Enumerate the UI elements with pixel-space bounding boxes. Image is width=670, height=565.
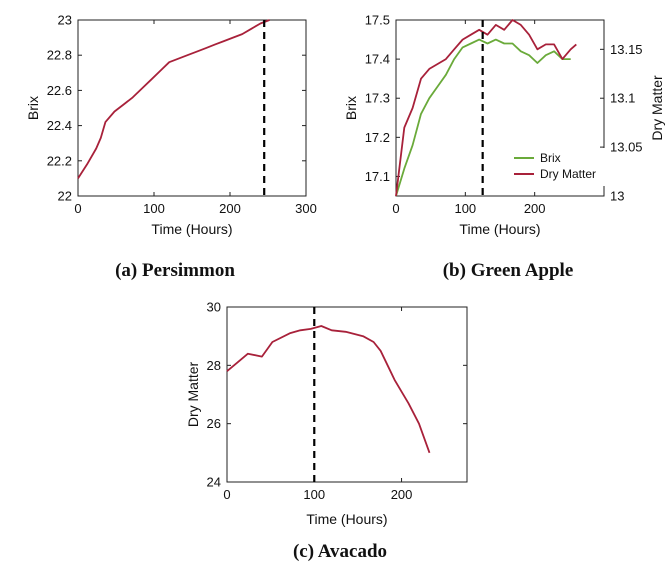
- x-tick-label: 200: [524, 201, 546, 216]
- chart-green-apple: 0 100 200 17.1 17.2 17.3 17.4 17.5 13 13.05 13.1 13…: [343, 13, 665, 282]
- x-tick-label: 0: [392, 201, 399, 216]
- y-tick-label: 22.2: [47, 153, 72, 168]
- y2-tick-label: 13: [610, 189, 624, 204]
- y-tick-label: 22.6: [47, 83, 72, 98]
- y-tick-label: 28: [207, 358, 221, 373]
- series-line: [226, 325, 431, 454]
- legend-label: Dry Matter: [540, 167, 596, 181]
- x-tick-label: 0: [223, 487, 230, 502]
- y-tick-label: 26: [207, 416, 221, 431]
- plot-frame: [77, 19, 307, 197]
- x-tick-label: 100: [143, 201, 165, 216]
- x-tick-label: 300: [295, 201, 317, 216]
- y2-axis-label: Dry Matter: [649, 75, 665, 141]
- y-axis-label: Brix: [343, 96, 359, 120]
- x-tick-label: 200: [391, 487, 413, 502]
- series-line-dry-matter: [395, 19, 577, 197]
- x-tick-label: 0: [74, 201, 81, 216]
- y-tick-label: 22.4: [47, 118, 72, 133]
- x-axis-label: Time (Hours): [459, 221, 540, 237]
- series-line: [77, 19, 270, 179]
- x-tick-label: 200: [219, 201, 241, 216]
- chart-caption: (c) Avacado: [293, 541, 387, 562]
- x-tick-label: 100: [303, 487, 325, 502]
- y-tick-label: 23: [58, 13, 72, 28]
- y-tick-label: 17.2: [365, 130, 390, 145]
- legend-label: Brix: [540, 151, 561, 165]
- series-line-brix: [395, 38, 571, 197]
- y-tick-label: 22.8: [47, 48, 72, 63]
- plot-frame: [395, 19, 605, 197]
- y-axis-label: Dry Matter: [185, 361, 201, 427]
- chart-caption: (b) Green Apple: [443, 260, 574, 281]
- chart-persimmon: 0 100 200 300 22 22.2 22.4 22.6 22.8 23 Time (Hour…: [25, 13, 317, 282]
- y-tick-label: 17.1: [365, 169, 390, 184]
- x-tick-label: 100: [454, 201, 476, 216]
- y-tick-label: 24: [207, 475, 221, 490]
- y-tick-label: 30: [207, 300, 221, 315]
- y2-tick-label: 13.05: [610, 140, 643, 155]
- y-tick-label: 17.5: [365, 13, 390, 28]
- y-axis-label: Brix: [25, 96, 41, 120]
- legend-box: [508, 148, 608, 186]
- chart-caption: (a) Persimmon: [115, 260, 235, 281]
- y-tick-label: 17.4: [365, 52, 390, 67]
- x-axis-label: Time (Hours): [306, 511, 387, 527]
- y2-tick-label: 13.1: [610, 91, 635, 106]
- y-tick-label: 17.3: [365, 91, 390, 106]
- plot-frame: [226, 306, 468, 483]
- x-axis-label: Time (Hours): [151, 221, 232, 237]
- y2-tick-label: 13.15: [610, 42, 643, 57]
- chart-avacado: 0 100 200 24 26 28 30 Time (Hours) Dry Matter (c)…: [185, 300, 468, 562]
- y-tick-label: 22: [58, 189, 72, 204]
